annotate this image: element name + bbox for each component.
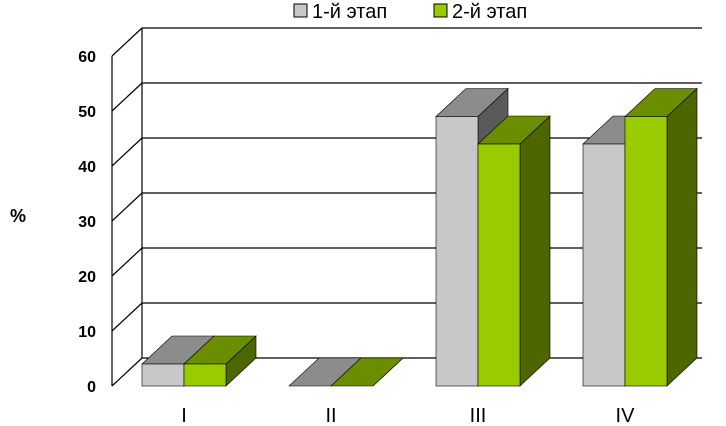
x-tick-label: IV [616, 405, 636, 426]
y-tick-label: 50 [78, 104, 96, 121]
legend-label-series-2: 2-й этап [452, 1, 527, 23]
bar-front-face [141, 363, 185, 387]
y-tick-label: 10 [78, 324, 96, 341]
bar-front-face [183, 363, 227, 387]
bar-side-face [519, 115, 551, 387]
bar-III-series-2 [477, 115, 551, 387]
bars [141, 87, 698, 387]
bar-front-face [582, 143, 626, 387]
bar-side-face [666, 87, 698, 387]
legend-swatch-series-1 [293, 3, 308, 18]
y-tick-label: 0 [87, 379, 96, 396]
gridline [111, 27, 702, 57]
gridline [111, 82, 702, 112]
x-tick-label: III [470, 405, 487, 426]
y-tick-label: 30 [78, 214, 96, 231]
y-tick-label: 20 [78, 269, 96, 286]
x-tick-label: I [181, 405, 187, 426]
legend-swatch-series-2 [433, 3, 448, 18]
bar-front-face [435, 116, 479, 387]
legend-label-series-1: 1-й этап [312, 1, 387, 23]
bar-top-face [330, 357, 404, 387]
bar-front-face [624, 116, 668, 387]
y-tick-label: 60 [78, 49, 96, 66]
axes [111, 28, 143, 386]
legend: 1-й этап 2-й этап [293, 1, 527, 23]
y-tick-label: 40 [78, 159, 96, 176]
bar-I-series-2 [183, 335, 257, 387]
bar-II-series-2 [330, 357, 404, 387]
bar-front-face [477, 143, 521, 387]
x-tick-label: II [325, 405, 336, 426]
y-axis-label: % [10, 206, 26, 226]
bar-IV-series-2 [624, 87, 698, 387]
